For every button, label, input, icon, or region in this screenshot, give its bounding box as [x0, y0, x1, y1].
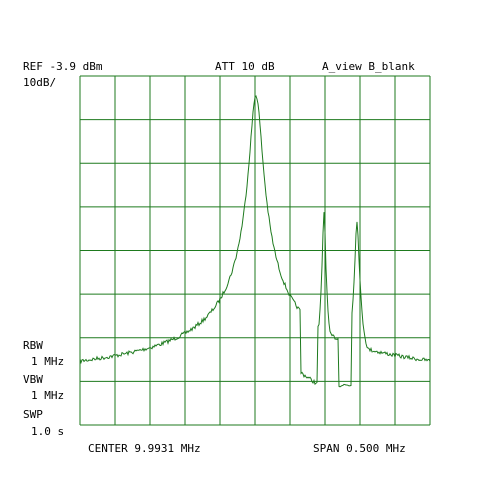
reference-level: REF -3.9 dBm — [23, 60, 103, 73]
scale-per-division: 10dB/ — [23, 76, 57, 89]
swp-label: SWP — [23, 408, 43, 421]
vbw-label: VBW — [23, 373, 43, 386]
rbw-value: 1 MHz — [31, 355, 65, 368]
rbw-label: RBW — [23, 339, 43, 352]
frequency-span: SPAN 0.500 MHz — [313, 442, 406, 455]
attenuation: ATT 10 dB — [215, 60, 275, 73]
center-frequency: CENTER 9.9931 MHz — [88, 442, 201, 455]
vbw-value: 1 MHz — [31, 389, 65, 402]
spectrum-trace — [79, 95, 431, 388]
view-mode: A_view B_blank — [322, 60, 415, 73]
swp-value: 1.0 s — [31, 425, 65, 438]
graticule-grid — [79, 75, 431, 426]
